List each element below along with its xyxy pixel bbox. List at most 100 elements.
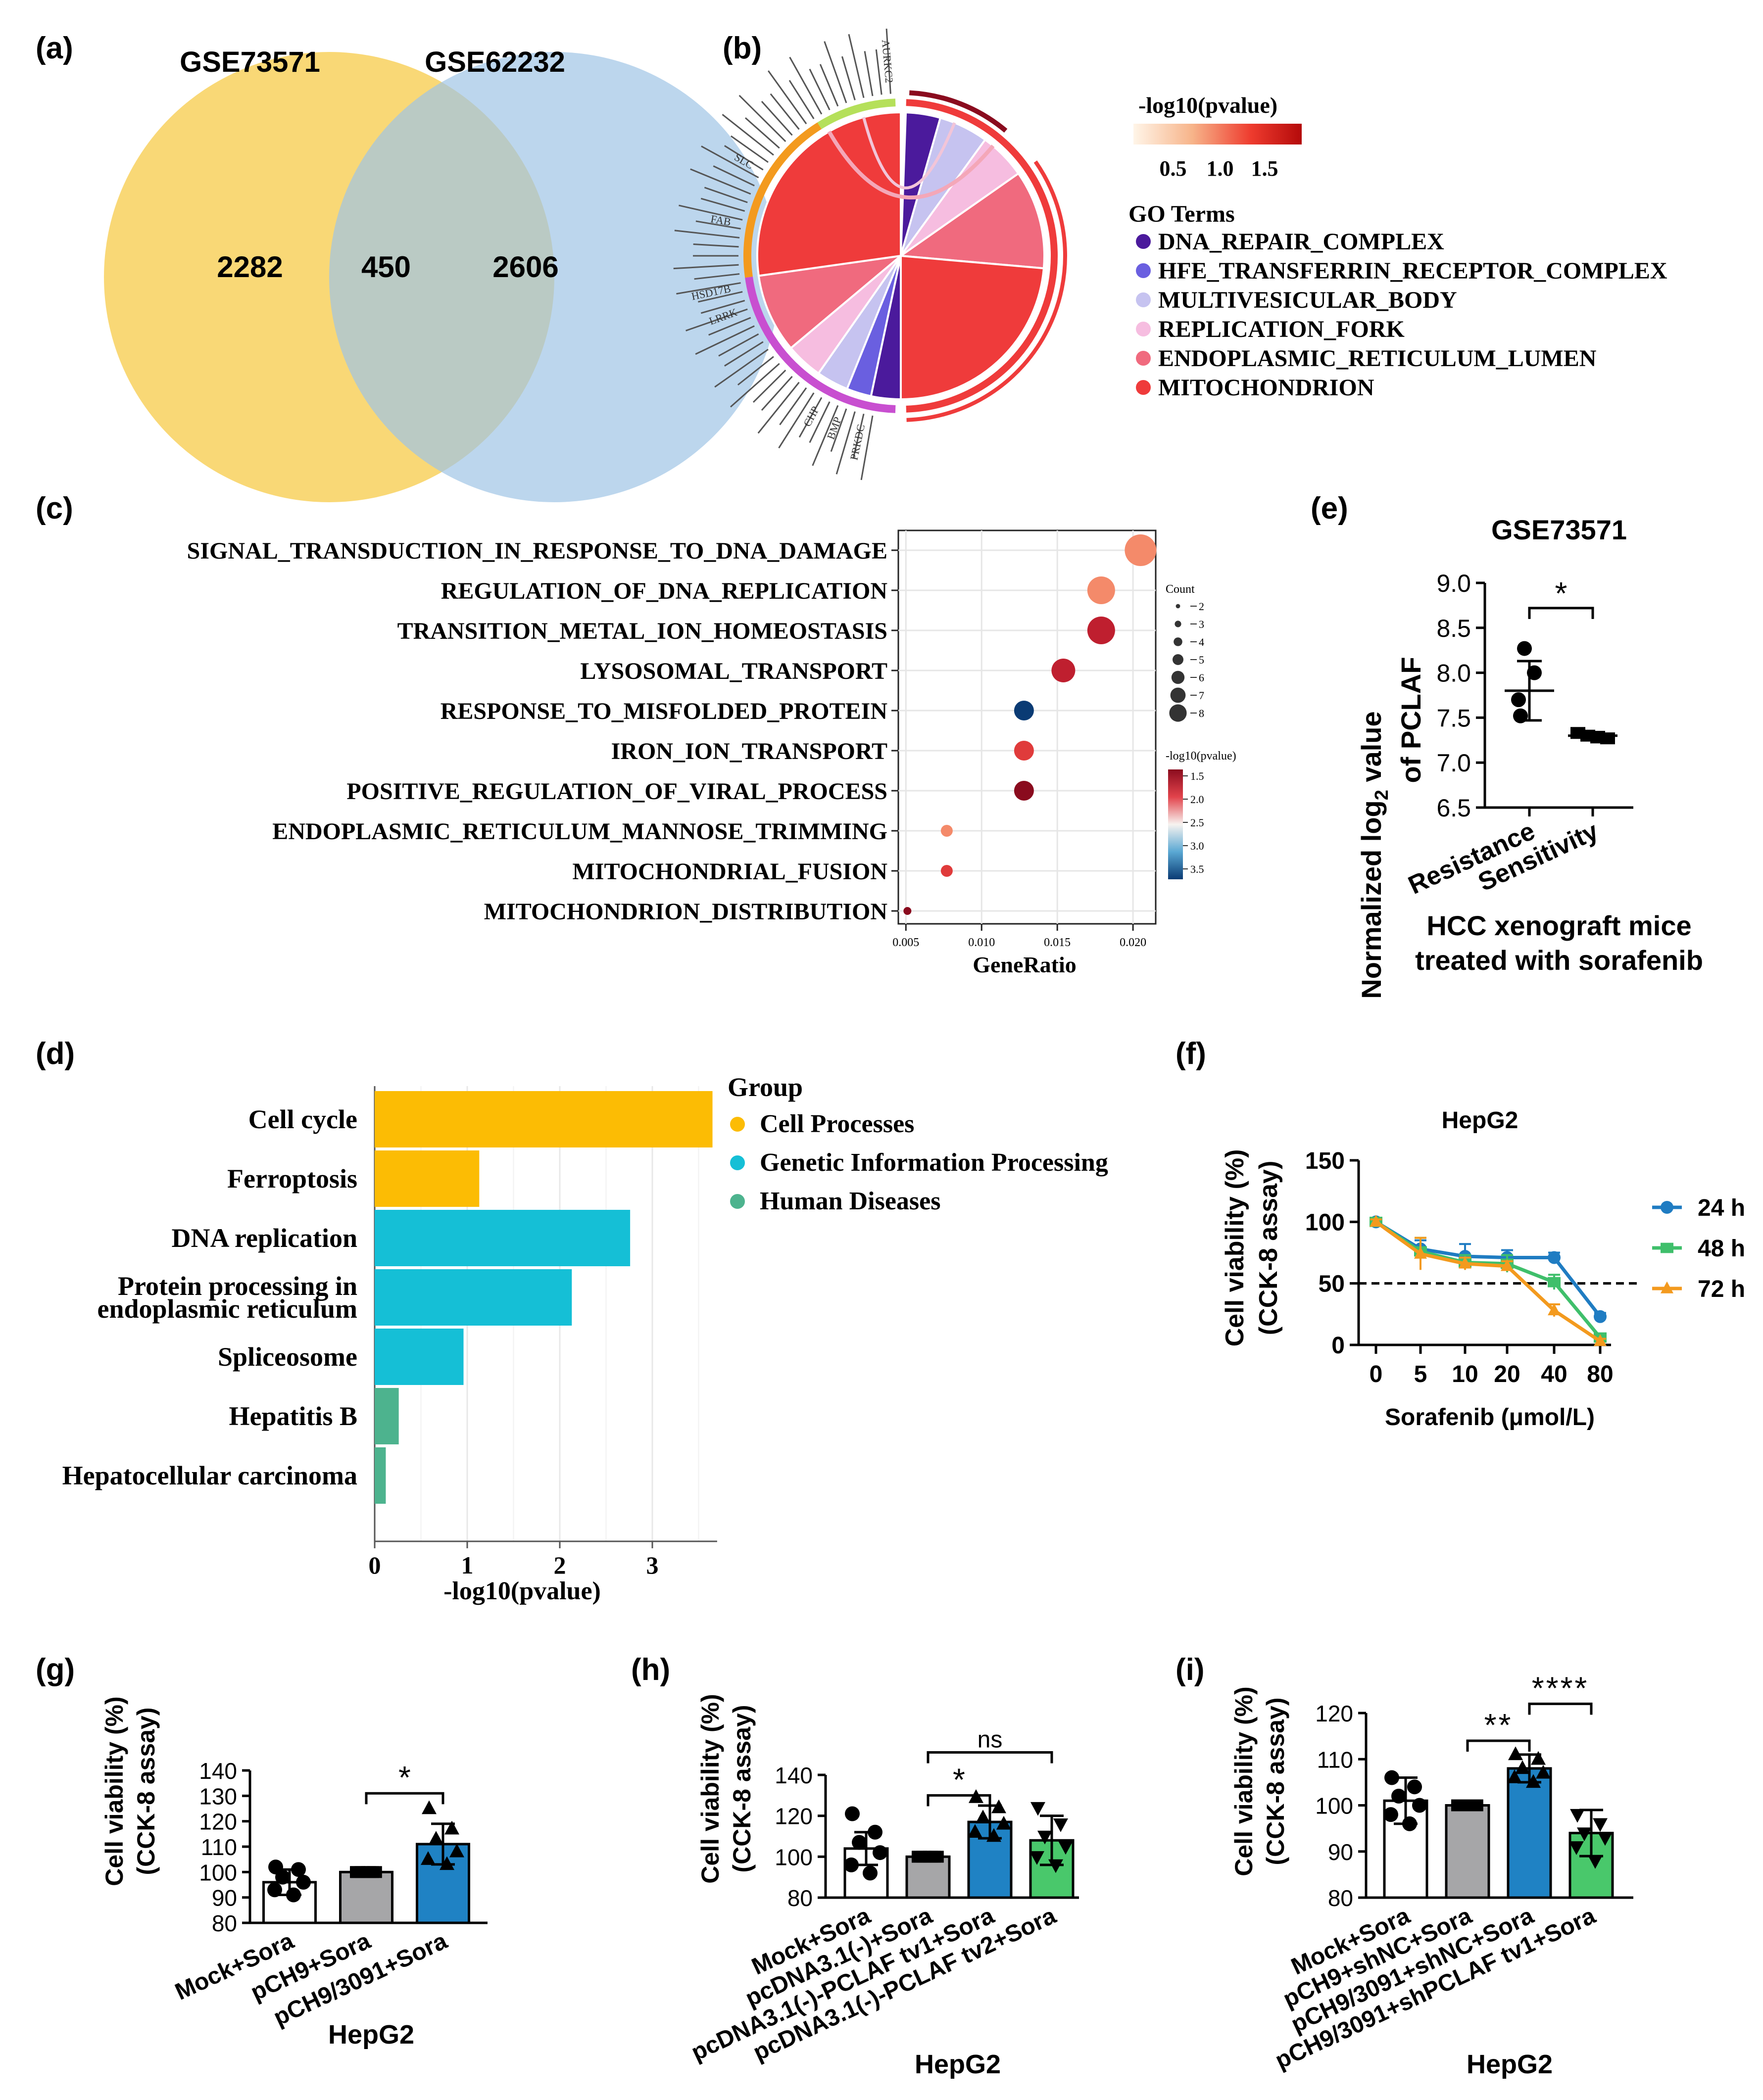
i-ytick-label: 100 bbox=[1315, 1793, 1353, 1819]
dotplot-category-label: IRON_ION_TRANSPORT bbox=[611, 738, 887, 764]
gene-label: AURKC2 bbox=[880, 39, 896, 84]
g-caption: HepG2 bbox=[328, 2020, 414, 2050]
venn-circle-right bbox=[329, 52, 780, 502]
e-caption-line1: HCC xenograft mice bbox=[1426, 910, 1691, 941]
gene-label-stroke bbox=[848, 34, 865, 98]
gene-label-stroke bbox=[841, 56, 856, 100]
panel-d: (d) Cell cycle Ferroptosis DNA replication… bbox=[36, 1037, 1108, 1605]
d-bar bbox=[375, 1269, 572, 1326]
h-data-point bbox=[996, 1815, 1011, 1830]
panel-c: (c) SIGNAL_TRANSDUCTION_IN_RESPONSE_TO_D… bbox=[36, 491, 1236, 977]
venn-count-both: 450 bbox=[361, 250, 411, 284]
size-legend-dot bbox=[1175, 620, 1181, 627]
g-ytick-label: 100 bbox=[199, 1860, 237, 1885]
gene-label-stroke bbox=[770, 93, 800, 130]
gene-label-stroke bbox=[737, 356, 774, 386]
e-ylabel-sub: 2 bbox=[1371, 790, 1392, 800]
h-data-point bbox=[976, 1810, 990, 1824]
h-data-point bbox=[923, 1851, 938, 1863]
e-ylabel-main: Normalized log bbox=[1356, 800, 1387, 999]
dotplot-xtick-label: 0.005 bbox=[892, 936, 919, 949]
size-legend-label: 2 bbox=[1199, 600, 1204, 613]
gene-label-stroke bbox=[700, 197, 745, 212]
e-title: GSE73571 bbox=[1491, 514, 1627, 545]
d-group-dot-0 bbox=[730, 1117, 745, 1132]
d-bar bbox=[375, 1210, 631, 1266]
g-ytick-label: 130 bbox=[199, 1783, 237, 1809]
go-term-label: HFE_TRANSFERRIN_RECEPTOR_COMPLEX bbox=[1158, 258, 1667, 284]
f-line-chart: 0 50 100 150 0 5 10 20 40 80 24 h 48 h 72 h bbox=[1305, 1148, 1745, 1387]
gene-label-stroke bbox=[835, 411, 856, 475]
color-legend-label: 2.5 bbox=[1190, 816, 1204, 829]
go-terms-title: GO Terms bbox=[1128, 201, 1235, 227]
i-data-point bbox=[1402, 1816, 1417, 1831]
gene-label-stroke bbox=[701, 145, 759, 179]
h-data-point bbox=[968, 1824, 982, 1838]
dotplot-point bbox=[1014, 701, 1034, 720]
g-data-point bbox=[422, 1800, 437, 1814]
dotplot-category-label: SIGNAL_TRANSDUCTION_IN_RESPONSE_TO_DNA_D… bbox=[187, 538, 887, 564]
dotplot-point bbox=[1087, 576, 1115, 604]
size-legend-label: 6 bbox=[1199, 671, 1204, 684]
h-data-point bbox=[873, 1845, 887, 1861]
go-term-dot bbox=[1136, 263, 1151, 278]
panel-f: (f) HepG2 Cell viability (%) (CCK-8 assa… bbox=[1175, 1037, 1745, 1431]
e-ytick-label: 8.0 bbox=[1436, 660, 1471, 687]
i-data-point bbox=[1384, 1770, 1399, 1785]
color-legend-title: -log10(pvalue) bbox=[1166, 750, 1236, 763]
gene-label-stroke bbox=[752, 370, 786, 403]
gene-label-stroke bbox=[724, 341, 764, 367]
gene-label-stroke bbox=[690, 168, 751, 195]
d-group-dot-2 bbox=[730, 1194, 745, 1209]
h-sig-bracket bbox=[927, 1751, 1053, 1764]
gene-label-stroke bbox=[761, 376, 793, 411]
gene-label-stroke bbox=[809, 68, 831, 110]
chord-gene-er-lumen bbox=[757, 254, 904, 350]
gene-label-stroke bbox=[686, 308, 748, 332]
gene-label-stroke bbox=[875, 49, 882, 95]
color-legend-label: 1.5 bbox=[1190, 770, 1204, 782]
gene-label-stroke bbox=[714, 348, 769, 388]
dotplot-category-label: MITOCHONDRIAL_FUSION bbox=[572, 859, 887, 885]
go-term-label: MULTIVESICULAR_BODY bbox=[1158, 287, 1457, 313]
e-data-point bbox=[1511, 692, 1526, 708]
i-bar bbox=[1445, 1804, 1490, 1899]
d-group-dot-1 bbox=[730, 1155, 745, 1170]
gene-label-stroke bbox=[761, 100, 793, 136]
e-caption-line2: treated with sorafenib bbox=[1415, 945, 1703, 976]
pvalue-tick-0: 0.5 bbox=[1160, 156, 1187, 181]
h-caption: HepG2 bbox=[915, 2050, 1001, 2079]
size-legend-dot bbox=[1174, 637, 1182, 646]
f-data-point bbox=[1594, 1310, 1607, 1323]
f-xtick-label: 80 bbox=[1587, 1361, 1613, 1387]
h-data-point bbox=[1029, 1851, 1044, 1865]
f-legend-label: 48 h bbox=[1698, 1236, 1745, 1262]
dotplot-point bbox=[1051, 659, 1076, 682]
gene-label-stroke bbox=[860, 415, 874, 480]
f-xtick-label: 20 bbox=[1494, 1361, 1520, 1387]
d-xtick-label: 2 bbox=[554, 1551, 566, 1579]
i-sig-bracket bbox=[1466, 1739, 1531, 1752]
i-data-point bbox=[1598, 1832, 1613, 1846]
gene-label-stroke bbox=[779, 387, 807, 426]
f-xlabel: Sorafenib (μmol/L) bbox=[1385, 1404, 1595, 1431]
panel-a-label: (a) bbox=[36, 31, 73, 65]
gene-label-stroke bbox=[698, 291, 743, 303]
d-category-label: Hepatitis B bbox=[229, 1401, 357, 1431]
color-legend-label: 3.0 bbox=[1190, 840, 1204, 852]
e-data-point bbox=[1527, 665, 1542, 680]
i-ytick-label: 90 bbox=[1328, 1839, 1353, 1865]
gene-label-stroke bbox=[673, 264, 739, 270]
gene-label-stroke bbox=[722, 114, 774, 156]
venn-count-left: 2282 bbox=[217, 250, 283, 284]
f-ytick-label: 100 bbox=[1305, 1209, 1345, 1236]
d-bar bbox=[375, 1091, 713, 1147]
go-chord-diagram bbox=[743, 90, 1067, 422]
venn-set-left: GSE73571 bbox=[180, 46, 320, 78]
panel-h-label: (h) bbox=[631, 1653, 670, 1687]
go-term-dot bbox=[1136, 351, 1151, 366]
gene-label-stroke bbox=[864, 51, 874, 96]
panel-g: (g) Cell viability (%) (CCK-8 assay) 809… bbox=[36, 1653, 488, 2050]
e-ytick-label: 6.5 bbox=[1436, 794, 1471, 822]
g-ytick-label: 110 bbox=[201, 1834, 237, 1860]
